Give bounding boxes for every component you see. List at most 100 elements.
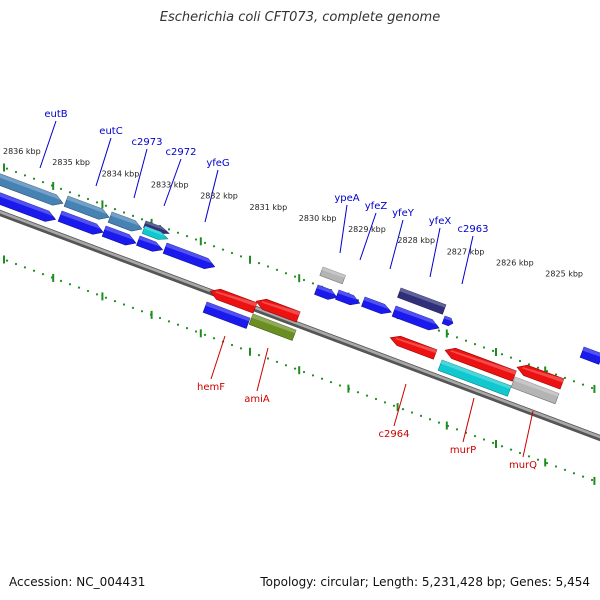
track-dot: [86, 197, 90, 201]
track-dot: [293, 367, 297, 370]
track-dot: [41, 181, 45, 184]
track-dot: [59, 187, 63, 190]
track-dot: [554, 465, 558, 468]
track-dot: [383, 401, 387, 404]
gene-arrow: [391, 305, 440, 331]
track-dot: [266, 265, 270, 268]
track-dot: [5, 259, 9, 262]
track-dot: [95, 293, 99, 296]
gene-arrow: [397, 287, 447, 315]
track-dot: [32, 177, 36, 180]
track-dot: [140, 218, 144, 221]
leader-line: [163, 158, 182, 207]
gene-highlight: [395, 337, 437, 354]
leader-line: [389, 219, 404, 270]
gene-arrow: [57, 210, 104, 235]
track-dot: [302, 370, 306, 374]
gene-body: [255, 298, 301, 323]
track-dot: [185, 327, 189, 330]
gene-label-yfeX: yfeX: [429, 216, 452, 227]
track-dot: [527, 455, 531, 458]
track-dot: [473, 343, 477, 346]
track-dot: [509, 356, 513, 359]
track-dot: [536, 458, 540, 461]
gene-arrow: [361, 296, 392, 315]
gene-highlight: [66, 196, 107, 214]
track-dot: [437, 421, 441, 424]
kbp-label: 2830 kbp: [299, 214, 337, 223]
gene-highlight: [144, 226, 166, 237]
gene-highlight: [513, 377, 560, 397]
track-dot: [77, 194, 81, 197]
kbp-scale-labels: 2836 kbp 2835 kbp 2834 kbp 2833 kbp 2832 kbp…: [3, 147, 583, 279]
track-dot: [158, 316, 162, 320]
track-dot: [455, 428, 459, 431]
gene-arrow: [335, 289, 361, 306]
track-dot: [266, 357, 270, 360]
gene-arrow: [202, 301, 251, 329]
gene-label-yfeY: yfeY: [392, 208, 415, 219]
leader-line: [39, 120, 57, 169]
track-dot: [437, 329, 441, 332]
track-dot: [5, 167, 9, 170]
gene-highlight: [363, 297, 389, 310]
gene-arrow: [579, 346, 600, 365]
gene-highlight: [60, 211, 101, 229]
gene-highlight: [316, 285, 335, 295]
gene-highlight: [0, 170, 61, 200]
gene-highlight: [399, 288, 446, 308]
leader-line: [461, 235, 474, 285]
gene-arrow: [107, 211, 143, 232]
track-dot: [509, 448, 513, 451]
track-dot: [428, 418, 432, 421]
track-dot: [491, 441, 495, 444]
track-dot: [41, 273, 45, 276]
track-dot: [527, 363, 531, 366]
track-dot: [203, 241, 207, 244]
track-dot: [311, 282, 315, 285]
gene-label-yfeG: yfeG: [206, 158, 229, 169]
leader-line: [210, 335, 226, 380]
track-dot: [545, 462, 549, 465]
gene-arrow: [255, 298, 301, 323]
track-dot: [491, 349, 495, 352]
gene-body: [389, 335, 438, 360]
leader-line: [359, 212, 377, 261]
gene-highlight: [145, 221, 167, 231]
gene-arrow: [441, 315, 454, 327]
backbone-line: [0, 210, 600, 439]
leader-line: [393, 383, 407, 427]
track-dot: [131, 214, 135, 217]
track-dot: [113, 300, 117, 303]
track-dot: [302, 278, 306, 282]
track-dot: [563, 376, 567, 379]
track-dot: [545, 370, 549, 373]
leader-line: [522, 410, 534, 458]
gene-body: [516, 364, 565, 390]
track-dot: [293, 275, 297, 278]
gene-highlight: [450, 349, 517, 375]
gene-label-ypeA: ypeA: [334, 193, 359, 204]
gene-arrow: [314, 284, 338, 300]
gene-arrow: [0, 188, 57, 222]
leader-line: [204, 169, 219, 223]
gene-highlight: [110, 212, 140, 226]
gene-label-amiA: amiA: [244, 394, 270, 405]
gene-highlight: [440, 360, 512, 390]
gene-highlight: [0, 189, 53, 217]
track-dot: [320, 377, 324, 380]
gene-label-yfeZ: yfeZ: [365, 201, 388, 212]
track-dot: [311, 374, 315, 377]
gene-body: [209, 288, 258, 314]
track-dot: [23, 174, 27, 177]
gene-highlight: [205, 302, 251, 322]
gene-label-c2973: c2973: [132, 137, 163, 148]
track-dot: [464, 339, 468, 342]
gene-arrow: [389, 335, 438, 360]
gene-arrow: [319, 266, 346, 285]
leader-line: [133, 148, 148, 199]
gene-arrow: [437, 359, 512, 397]
gene-highlight: [321, 267, 346, 278]
